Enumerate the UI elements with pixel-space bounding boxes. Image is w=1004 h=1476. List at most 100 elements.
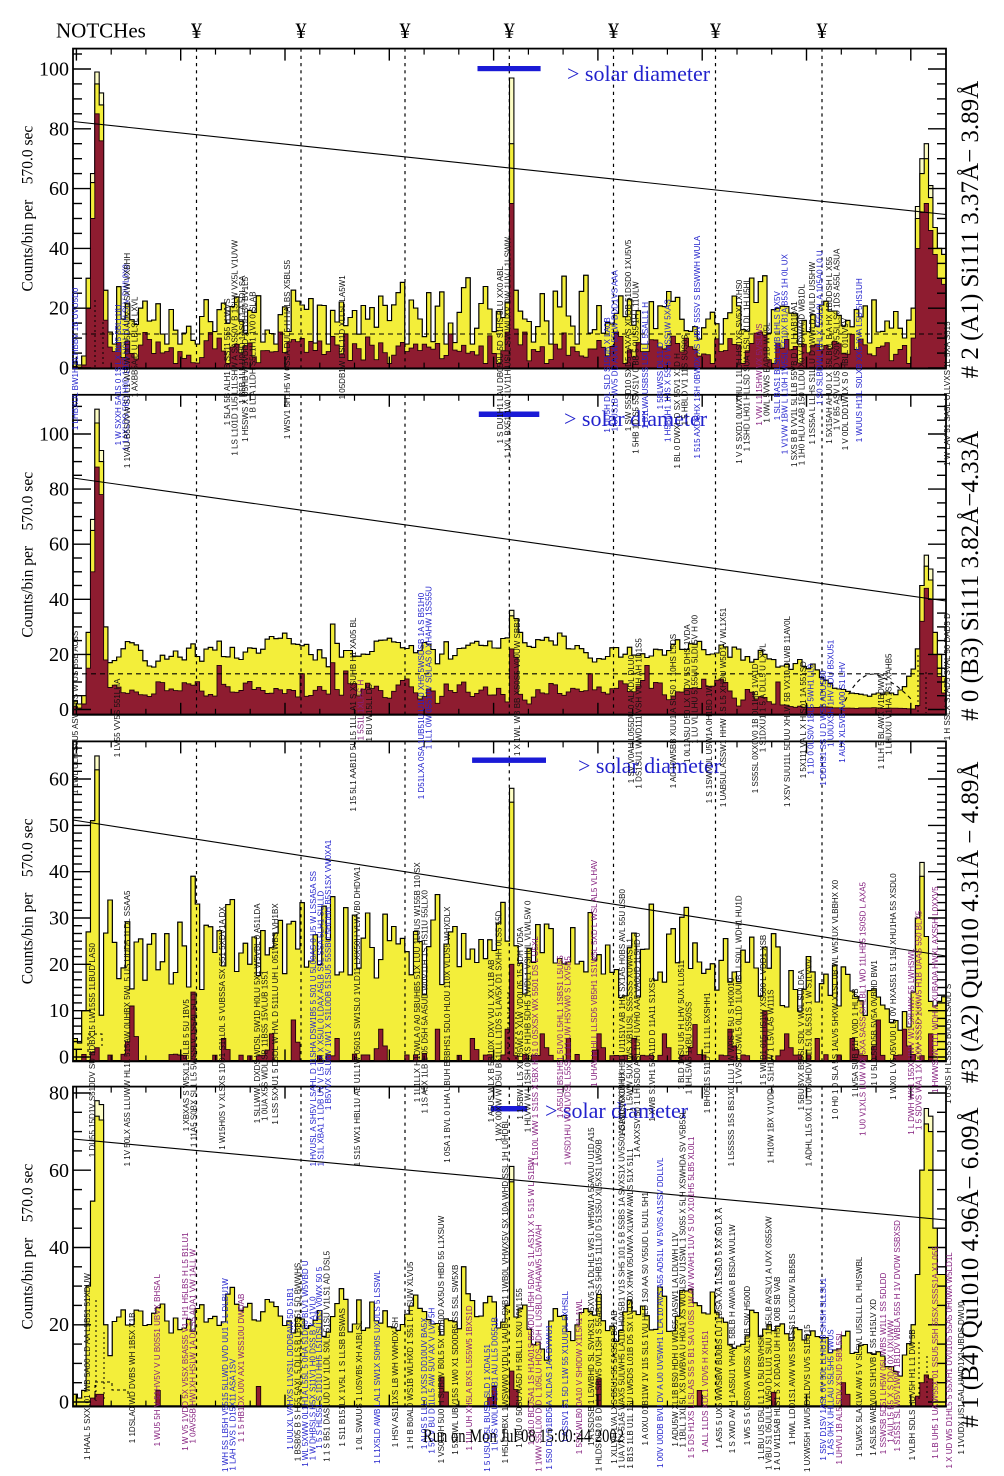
svg-text:1 5X111 VA L X H S01 1A 551SD: 1 5X111 VA L X H S01 1A 551SD bbox=[799, 661, 808, 778]
svg-text:1 1L1LLX H1DWLA 0 A0 5BUHB5 51: 1 1L1LLX H1DWLA 0 A0 5BUHB5 51X LUU 1LUU… bbox=[413, 862, 422, 1103]
svg-text:¥: ¥ bbox=[608, 18, 619, 43]
svg-text:1 S0 SLBDWL UHLX 555L0L A 105A: 1 S0 SLBDWL UHLX 555L0L A 105A0 L0 U bbox=[816, 250, 825, 405]
svg-text:1 WSD1HU W ULVDSL L55SL1 11 UW: 1 WSD1HU W ULVDSL L55SL1 11 UW HSVW0 S L… bbox=[564, 956, 573, 1166]
svg-text:1 W LAV 51 SA5L ULLVXS 1L 5XA: 1 W LAV 51 SA5L ULLVXS 1L 5XA S515 bbox=[943, 321, 952, 466]
svg-text:1 5S0 DV D1BD5 A XLDAS 1AA BVW: 1 5S0 DV D1BD5 A XLDAS 1AA BVWU1 bbox=[545, 1324, 554, 1470]
svg-text:1 SS5SL 0XX0V0 1B DL1HB 1VA1D: 1 SS5SL 0XX0V0 1B DL1HB 1VA1D bbox=[751, 663, 760, 793]
svg-text:Run on Mon Jul 08 15:00:44 200: Run on Mon Jul 08 15:00:44 2002 bbox=[423, 1426, 624, 1447]
svg-text:1 ADU5W XL1B BS0 HDH U WDS5 0A: 1 ADU5W XL1B BS0 HDH U WDS5 0ASW1 LA LDL… bbox=[671, 1232, 680, 1447]
svg-text:1 SXS B B VV1L 5LLLB 55VB D L: 1 SXS B B VV1L 5LLLB 55VB D L LH AB1DA1 bbox=[790, 301, 799, 467]
svg-text:1 S15 WX1 HBL1U AB U1L1W 0501S: 1 S15 WX1 HBL1U AB U1L1W 0501S SW1SL0 1V… bbox=[353, 866, 362, 1166]
svg-text:0: 0 bbox=[59, 1047, 69, 1069]
svg-text:1 S11 B151LX 1V5L 1 S LLSB BSW: 1 S11 B151LX 1V5L 1 S LLSB BSWAS bbox=[338, 1308, 347, 1446]
svg-text:1 0SA 1 BVL 0 LHA UBUH BBBHS1: 1 0SA 1 BVL 0 LHA UBUH BBBHS1 5DL0 HL0U … bbox=[443, 906, 452, 1163]
svg-text:1 0 S0S H LS5S5 B0U5 LSA0D S: 1 0 S0S H LS5S5 B0U5 LSA0D S bbox=[944, 984, 953, 1104]
svg-text:1 LV55 VV5S 551LHA: 1 LV55 VV5S 551LHA bbox=[113, 678, 122, 757]
svg-text:80: 80 bbox=[49, 479, 69, 501]
svg-text:# 1 (B4) Qu1010 4.96Å− 6.09Å: # 1 (B4) Qu1010 4.96Å− 6.09Å bbox=[957, 1107, 984, 1427]
svg-text:50: 50 bbox=[49, 815, 69, 837]
svg-text:1 5X15AH AHU0 LX S5LB0L B A HX: 1 5X15AH AHU0 LX S5LB0L B A HX 1BDDSH L … bbox=[825, 256, 834, 444]
svg-text:1 UHVU 1B AL5 SDV XSUD 5B5 5SL: 1 UHVU 1B AL5 SDV XSUD 5B5 5SL bbox=[835, 1331, 844, 1465]
svg-text:1 H SSLX S1AD5 SVAL 50 DAD5 D: 1 H SSLX S1AD5 SVAL 50 DAD5 D bbox=[943, 613, 952, 740]
svg-text:1 ALL 1LDS XDL1 VDV5 H XH151: 1 ALL 1LDS XDL1 VDV5 H XH151 bbox=[701, 1330, 710, 1453]
svg-text:1 UULXL VAHXS L1VS1L DDDBAW 5D: 1 UULXL VAHXS L1VS1L DDDBAW 5D 51B1 bbox=[286, 1287, 295, 1450]
svg-text:1 1V 50LX A5S LLUWW HL1L 515AW: 1 1V 50LX A5S LLUWW HL1L 515AW 0UHBX 5WL… bbox=[123, 890, 132, 1166]
svg-text:1 VBU 0 50SU AA5D H 5BLL1 SXU: 1 VBU 0 50SU AA5D H 5BLL1 SXU VWL155 bbox=[515, 1288, 524, 1448]
svg-text:1 LL1 0W 05510V SDLAS 0 XHAHW: 1 LL1 0W 05510V SDLAS 0 XHAHW 1SS55U bbox=[425, 586, 434, 749]
svg-text:1 ASL55 WABVU0 S1H1VB L S5 H15: 1 ASL55 WABVU0 S1H1VB L S5 H15LV XD bbox=[869, 1299, 878, 1456]
svg-text:1 1 5BW L L5 XL B5WLS XLW VD0L: 1 1 5BW L L5 XL B5WLS XLW VD0L05 15 SDH … bbox=[516, 926, 525, 1119]
svg-text:1 SV V0AH L055DU 0 ALXDL DLU0: 1 SV V0AH L055DU 0 ALXDL DLU0 bbox=[627, 654, 636, 783]
svg-text:#3 (A2) Qu1010 4.31Å − 4.89Å: #3 (A2) Qu1010 4.31Å − 4.89Å bbox=[957, 762, 984, 1084]
svg-text:1 LV5A SUB 51H V0D 1 HLDB: 1 LV5A SUB 51H V0D 1 HLDB bbox=[851, 988, 860, 1097]
svg-text:1 ADHL 1L5 0X1 U1 050HDV L1L51: 1 ADHL 1L5 0X1 U1 050HDV L1L51 0L5S1S 1 … bbox=[805, 958, 814, 1166]
svg-text:1 LB UH5 1 UA W55X 01 SSU5 S5H: 1 LB UH5 1 UA W55X 01 SSU5 S5H 55SX SSSS… bbox=[931, 1246, 940, 1459]
svg-text:1 DDHS1 SS U D WS5 ADU5B0: 1 DDHS1 SS U D WS5 ADU5B0 bbox=[819, 670, 828, 786]
svg-text:1 XBXAS S W5XL1 SLLB 5 5U 1BV5: 1 XBXAS S W5XL1 SLLB 5 5U 1BV5 bbox=[182, 999, 191, 1132]
svg-text:1 5BLWSS DL11 D: 1 5BLWSS DL11 D bbox=[656, 342, 665, 410]
svg-text:1 WSV1 5H1H5 W 0SSA DUL5 H HAL: 1 WSV1 5H1H5 W 0SSA DUL5 H HALBS X5BLS5 bbox=[283, 259, 292, 439]
svg-text:0: 0 bbox=[59, 358, 69, 380]
svg-text:1 05DB1W DSL11D XLL5L LA5W1: 1 05DB1W DSL11D XLL5L LA5W1 bbox=[338, 275, 347, 400]
svg-text:# 0 (B3) Si111 3.82Å−4.33Å: # 0 (B3) Si111 3.82Å−4.33Å bbox=[957, 431, 984, 721]
svg-text:1 H B B0AL0 WS1B WLHXD 1 S51 L: 1 H B B0AL0 WS1B WLHXD 1 S51 L H SUW XLV… bbox=[406, 1261, 415, 1449]
svg-text:# 2 (A1) Si111 3.37Å− 3.89Å: # 2 (A1) Si111 3.37Å− 3.89Å bbox=[957, 81, 984, 379]
svg-text:1 V B5 ASV LUS D VS0V5 5LLS0 1: 1 V B5 ASV LUS D VS0V5 5LLS0 1DS A55L AS… bbox=[833, 248, 842, 430]
svg-text:1 HSV AS1 1XS LB WH VWHDX SH: 1 HSV AS1 1XS LB WH VWHDX SH bbox=[391, 1317, 400, 1447]
svg-text:1 H5LD DBXL 1WSWW0 V1DLU 1AUBS: 1 H5LD DBXL 1WSWW0 V1DLU 1AUBS SXB1 1WB0… bbox=[501, 1118, 510, 1463]
svg-text:1 0L1ASU D50 LX DDV 5S DHS 1VD: 1 0L1ASU D50 LX DDV 5S DHS 1VDA bbox=[683, 624, 692, 763]
svg-text:1 UAB5UL ASSW1 HHW LS L5 XHDU: 1 UAB5UL ASSW1 HHW LS L5 XHDU W5D1V WL1X… bbox=[719, 607, 728, 807]
svg-text:20: 20 bbox=[49, 298, 69, 320]
svg-text:1 L 5S W0LU S5AB1 AU LL5 D0551: 1 L 5S W0LU S5AB1 AU LL5 D0551B bbox=[491, 1317, 500, 1451]
svg-text:1 SLLWWL DXDS WDSL 5W1D H0LU 5: 1 SLLWWL DXDS WDSL 5W1D H0LU 5X1 W5VBL 0… bbox=[253, 903, 262, 1124]
svg-text:1 U0UXSH 1HV 5DU B5XU51: 1 U0UXSH 1HV 5DU B5XU51 bbox=[827, 639, 836, 747]
svg-text:1 WU5 5H V 51HV5V V U B0S51 UB: 1 WU5 5H V 51HV5V V U B0S51 UBVX BHSA L bbox=[153, 1273, 162, 1446]
svg-text:1 5SV WLB0 0A10 V SH0DW X1L5H1: 1 5SV WLB0 0A10 V SH0DW X1L5H1 1WL bbox=[575, 1298, 584, 1454]
svg-text:1 S DU1H1 LAU DB050U 5D S1HS 5: 1 S DU1H1 LAU DB050U 5D S1HS 5LU XX0 ABL bbox=[496, 266, 505, 444]
svg-text:1 1AXLDS 5BD H0D 1B55 U0U 11 L: 1 1AXLDS 5BD H0D 1B55 U0U 11 LH SLV DWL0… bbox=[122, 264, 131, 451]
svg-text:60: 60 bbox=[49, 178, 69, 200]
svg-text:1 XSV SUU11L 5DUU XHLW 5B VX10: 1 XSV SUU11L 5DUU XHLW 5B VX10 DLWB 11AV… bbox=[783, 615, 792, 807]
svg-text:Counts/bin per 570.0 sec: Counts/bin per 570.0 sec bbox=[20, 818, 37, 984]
svg-text:1 L5WW 5UXLWS XB1USL SS5SSS XU: 1 L5WW 5UXLWS XB1USL SS5SSS XUWAS L1 bbox=[626, 938, 635, 1112]
svg-text:¥: ¥ bbox=[504, 18, 515, 43]
svg-text:1 S XWD AV H 1AS5U1 VHAVL 5BLB: 1 S XWD AV H 1AS5U1 VHAVL 5BLB H AW0A B … bbox=[728, 1224, 737, 1453]
svg-text:1 BL 0 DWXL D SX 55V1 X1D H: 1 BL 0 DWXL D SX 55V1 X1D H bbox=[673, 353, 682, 469]
svg-text:1 WX 00XW W D5U B51LLL L1DS 5: 1 WX 00XW W D5U B51LLL L1DS 5 LAV5X D1 S… bbox=[495, 910, 504, 1141]
svg-text:1 1WL ULH S0U5 ASV UHS W US B5: 1 1WL ULH S0U5 ASV UHS W US B5B AU5S bbox=[71, 631, 80, 794]
svg-text:1 1H0 HLU AAB 150 LLDU X0 V BD: 1 1H0 HLU AAB 150 LLDU X0 V BDWA0D WB1DL bbox=[798, 284, 807, 466]
svg-text:1 AUL15 B5 X S DDA 0X UXUWW: 1 AUL15 B5 X S DDA 0X UXUWW bbox=[887, 1320, 896, 1443]
svg-text:40: 40 bbox=[49, 589, 69, 611]
svg-text:1 U 5L0 5BD5B 5V5A 0VBHD BW1: 1 U 5L0 5BD5B 5V5A 0VBHD BW1 bbox=[870, 960, 879, 1086]
svg-text:1 BLD 1ASU U5 H LHV 5UX LL0511: 1 BLD 1ASU U5 H LHV 5UX LL0511 bbox=[677, 959, 686, 1089]
svg-text:1 1WW S5LL00 D D L 105LU HDS V: 1 1WW S5LL00 D D L 105LU HDS VDH L USBLD… bbox=[535, 1224, 544, 1472]
svg-text:1 AUX XL5VB AA00 S1 LHV: 1 AUX XL5VB AA00 S1 LHV bbox=[838, 661, 847, 763]
svg-text:20: 20 bbox=[49, 1314, 69, 1336]
svg-text:1 5SHWL UBV15S 1W0 X1 SD0DB5 S: 1 5SHWL UBV15S 1W0 X1 SD0DB5 SS 5SL SW5X… bbox=[451, 1265, 460, 1455]
svg-text:1 WH 5S LB5H V5515 5LLWD UVD U: 1 WH 5S LB5H V5515 5LLWD UVD UU1 1 L DLB… bbox=[221, 1278, 230, 1472]
svg-text:1 X 1WL WB BB XS0S5 V00UW SBB1: 1 X 1WL WB BB XS0S5 V00UW SBB1 bbox=[513, 617, 522, 756]
svg-text:1 HLVW W L 1SH 0BXS H1HB 5DH5: 1 HLVW W L 1SH 0BXS H1HB 5DH5 1WDL1 VSHU… bbox=[524, 900, 533, 1132]
svg-text:1 LHBXUL BW1H BLHBBV 1B UVU5D0: 1 LHBXUL BW1H BLHBBV 1B UVU5D0 bbox=[71, 287, 80, 430]
svg-text:1 DS1SU1 WWD111 VSH VUH AH 1D1: 1 DS1SU1 WWD111 VSH VUH AH 1D1S5 bbox=[635, 638, 644, 789]
svg-text:20: 20 bbox=[49, 644, 69, 666]
svg-text:¥: ¥ bbox=[710, 18, 721, 43]
svg-text:0: 0 bbox=[59, 699, 69, 721]
svg-text:1 L DWH WX1 155X UWV W1 5XHWX: 1 L DWH WX1 155X UWV W1 5XHWX 55 LWHSWL bbox=[907, 948, 916, 1135]
svg-text:1 AXBB5A D U LBLSL LXVL: 1 AXBB5A D U LBLSL LXVL bbox=[131, 296, 140, 397]
svg-text:¥: ¥ bbox=[191, 18, 202, 43]
svg-text:1 VBU S1 05ULL5 W50 D LLU1 SUU: 1 VBU S1 05ULL5 W50 D LLU1 SUU 1H55LB AV… bbox=[765, 1216, 774, 1470]
svg-text:1 1SS5A L LLHS S1LLU D LWWLD W: 1 1SS5A L LLHS S1LLU D LWWLD WULD US5HW bbox=[808, 261, 817, 444]
svg-text:80: 80 bbox=[49, 118, 69, 140]
svg-text:1 0WL 5VWS BAD1B WV5L: 1 0WL 5VWS BAD1B WV5L bbox=[763, 322, 772, 423]
svg-text:1 AL0S 5 LLL0 1XSS DD10UV BA5X: 1 AL0S 5 LLL0 1XSS DD10UV BA5X bbox=[420, 1317, 429, 1449]
svg-text:1 LHUXU V1HA 1S1 XAHB5: 1 LHUXU V1HA 1S1 XAHB5 bbox=[885, 653, 894, 755]
svg-text:1 B5VVX SLUBV 1W1 X S1L0DB 51S: 1 B5VVX SLUBV 1W1 X S1L0DB 51SU5 55SBU 5… bbox=[324, 839, 333, 1110]
svg-text:1 UHAV H HLL LLSD5 VB5H1 1S1W5: 1 UHAV H HLL LLSD5 VB5H1 1S1W5L 5XD L WS… bbox=[590, 859, 599, 1087]
svg-text:1 H5SWS X U5HB W5VDDD XLUH B0: 1 H5SWS X U5HB W5VDDD XLUH B0 BV1L5 bbox=[241, 276, 250, 441]
svg-text:1 A U W115AB HLS1 5 X DDA10 UH: 1 A U W115AB HLS1 5 X DDA10 UH H5L 00B S… bbox=[773, 1277, 782, 1471]
svg-text:1 S1DXU1 1 5 A DLL5 U LXVL: 1 S1DXU1 1 5 A DLL5 U LXVL bbox=[759, 643, 768, 753]
svg-text:> solar diameter: > solar diameter bbox=[567, 61, 711, 86]
svg-text:1 B1S 1LB U1L 15U LW5DS L01B D: 1 B1S 1LB U1L 15U LW5DS L01B D5 SX LV1S0… bbox=[626, 1148, 635, 1469]
svg-text:1 W DHBSLS H5X S11V1 H0 DSS B: 1 W DHBSLS H5X S11V1 H0 DSS B X A1VL0 bbox=[309, 1296, 318, 1460]
